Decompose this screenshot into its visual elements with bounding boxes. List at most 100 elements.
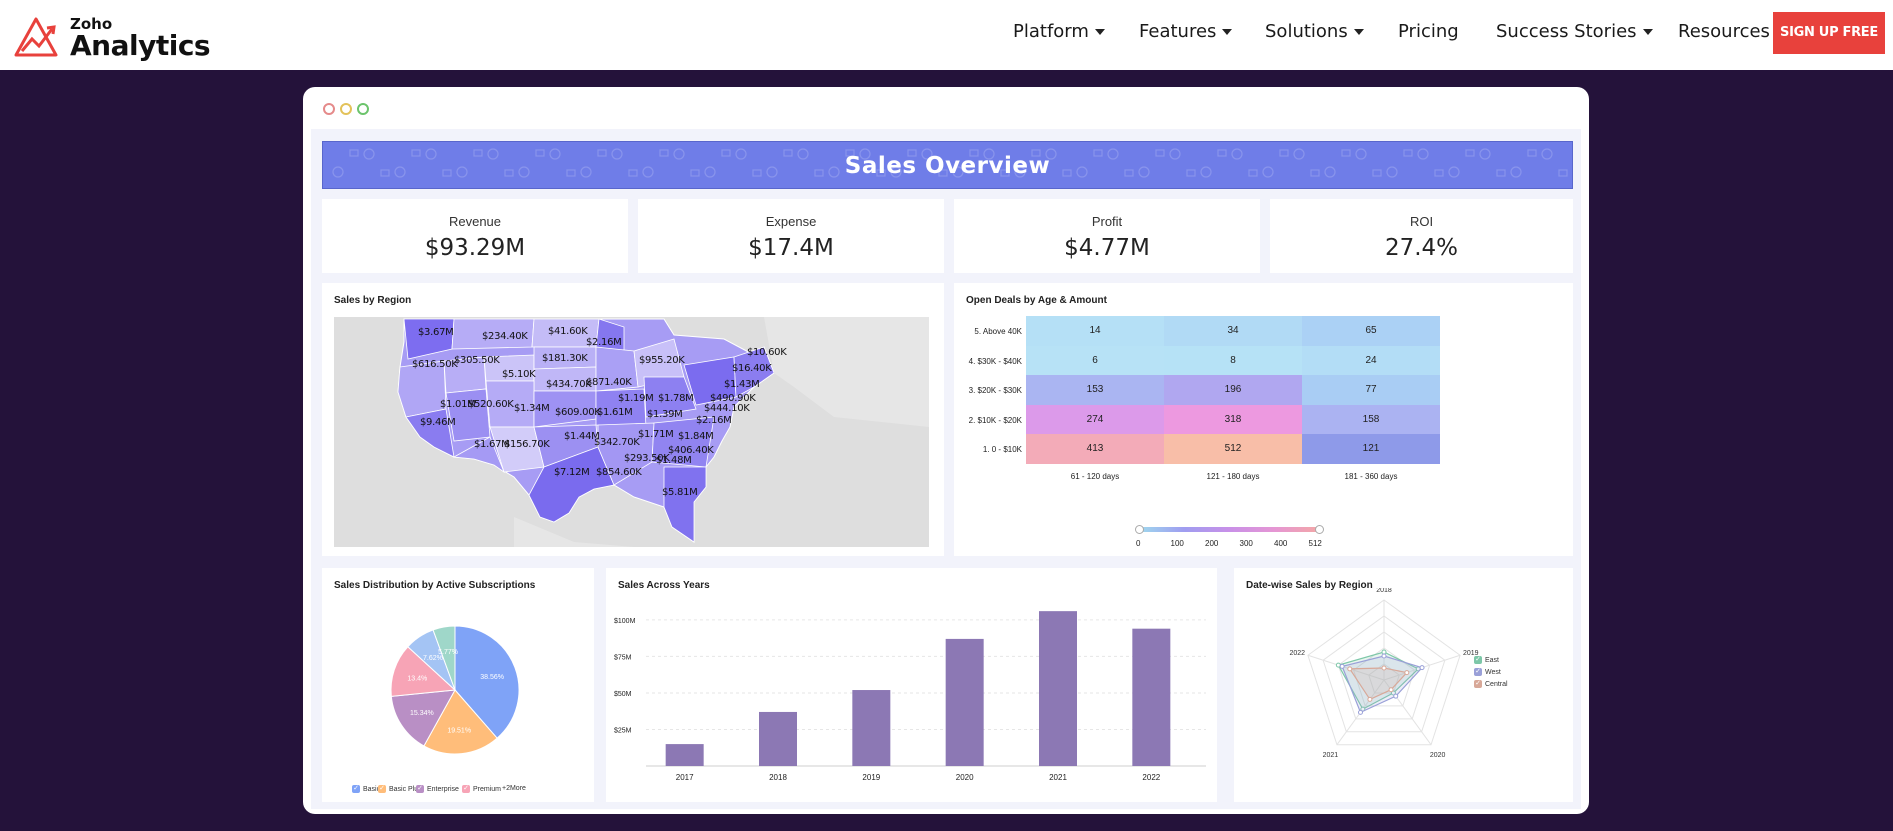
us-map[interactable]: $3.67M $234.40K $41.60K $2.16M $616.50K $305.… bbox=[334, 317, 929, 547]
heatmap-cell[interactable]: 24 bbox=[1302, 345, 1440, 376]
nav-success-stories[interactable]: Success Stories bbox=[1496, 21, 1653, 42]
card-title: Sales by Region bbox=[334, 295, 412, 306]
heatmap-cell[interactable]: 6 bbox=[1026, 345, 1164, 376]
pie-slice[interactable] bbox=[454, 625, 520, 739]
radar-axis-label: 2018 bbox=[1376, 588, 1392, 594]
bar-2019[interactable] bbox=[852, 690, 891, 766]
sales-across-years-card[interactable]: Sales Across Years $25M $50M $75M $100M 2017… bbox=[606, 568, 1217, 802]
heatmap-cell[interactable]: 274 bbox=[1026, 404, 1164, 435]
date-wise-sales-card[interactable]: Date-wise Sales by Region 2018 2019 2020 20… bbox=[1234, 568, 1573, 802]
pie-legend-label: Premium bbox=[473, 785, 502, 793]
pie-legend-item[interactable]: ✓ Basic bbox=[352, 785, 380, 793]
pie-legend-more[interactable]: +2More bbox=[502, 785, 526, 792]
heatmap-cell[interactable]: 512 bbox=[1164, 434, 1302, 464]
dashboard-title: Sales Overview bbox=[844, 153, 1051, 179]
map-value-label: $490.90K bbox=[710, 393, 756, 404]
nav-resources[interactable]: Resources bbox=[1678, 21, 1770, 42]
nav-features[interactable]: Features bbox=[1139, 21, 1233, 42]
pie-slice[interactable] bbox=[423, 689, 498, 755]
radar-point[interactable] bbox=[1381, 653, 1387, 659]
pie-slice-label: 38.56% bbox=[480, 674, 504, 681]
radar-series-west[interactable] bbox=[1341, 655, 1424, 714]
radar-point[interactable] bbox=[1381, 665, 1387, 671]
map-value-label: $41.60K bbox=[548, 326, 588, 337]
heatmap-cell[interactable]: 77 bbox=[1302, 375, 1440, 405]
sales-by-region-card[interactable]: Sales by Region bbox=[322, 283, 944, 556]
radar-point[interactable] bbox=[1347, 666, 1353, 672]
pie-slice-label: 19.51% bbox=[447, 727, 471, 734]
radar-point[interactable] bbox=[1367, 696, 1373, 702]
heatmap-col-label: 121 - 180 days bbox=[1206, 472, 1260, 481]
radar-point[interactable] bbox=[1419, 665, 1425, 671]
kpi-card-roi[interactable]: ROI 27.4% bbox=[1270, 199, 1573, 273]
close-dot-icon[interactable] bbox=[323, 103, 335, 115]
nav-resources-label: Resources bbox=[1678, 21, 1770, 42]
pie-slice[interactable] bbox=[390, 646, 457, 697]
map-value-label: $1.71M bbox=[638, 429, 674, 440]
radar-point[interactable] bbox=[1390, 690, 1396, 696]
pie-legend-item[interactable]: ✓ Basic Plus bbox=[378, 785, 422, 793]
check-icon: ✓ bbox=[1474, 656, 1482, 664]
pie-slice[interactable] bbox=[432, 625, 456, 691]
kpi-card-revenue[interactable]: Revenue $93.29M bbox=[322, 199, 628, 273]
kpi-label: ROI bbox=[1409, 214, 1434, 229]
bar-2018[interactable] bbox=[759, 711, 797, 766]
zoho-analytics-logo[interactable]: Zoho Analytics bbox=[12, 13, 211, 62]
heatmap-cell[interactable]: 34 bbox=[1164, 316, 1302, 346]
card-title: Sales Distribution by Active Subscriptio… bbox=[334, 580, 536, 591]
radar-legend-item[interactable]: ✓ Central bbox=[1474, 680, 1508, 688]
scale-handle-right-icon[interactable] bbox=[1315, 525, 1324, 534]
radar-axis-label: 2022 bbox=[1289, 650, 1305, 657]
bar-2020[interactable] bbox=[945, 638, 984, 766]
radar-point[interactable] bbox=[1339, 663, 1345, 669]
radar-legend-item[interactable]: ✓ West bbox=[1474, 668, 1501, 676]
heatmap-cell[interactable]: 121 bbox=[1302, 434, 1440, 464]
bar-2017[interactable] bbox=[665, 744, 704, 766]
pie-slice[interactable] bbox=[390, 689, 456, 747]
kpi-label: Profit bbox=[1091, 214, 1123, 229]
map-value-label: $434.70K bbox=[546, 379, 592, 390]
subscription-pie-card[interactable]: Sales Distribution by Active Subscriptio… bbox=[322, 568, 594, 802]
nav-solutions[interactable]: Solutions bbox=[1265, 21, 1364, 42]
map-value-label: $305.50K bbox=[454, 355, 500, 366]
bar-y-tick: $25M bbox=[614, 727, 632, 734]
pie-slice-label: 5.77% bbox=[438, 649, 458, 656]
pie-legend-item[interactable]: ✓ Enterprise bbox=[416, 785, 459, 793]
sign-up-button[interactable]: SIGN UP FREE bbox=[1773, 12, 1885, 54]
radar-axis-label: 2019 bbox=[1463, 650, 1479, 657]
radar-point[interactable] bbox=[1357, 709, 1363, 715]
open-deals-card[interactable]: Open Deals by Age & Amount 5. Above 40K 1… bbox=[954, 283, 1573, 556]
maximize-dot-icon[interactable] bbox=[357, 103, 369, 115]
bar-2021[interactable] bbox=[1039, 611, 1077, 766]
radar-series-central[interactable] bbox=[1348, 667, 1408, 701]
scale-handle-left-icon[interactable] bbox=[1135, 525, 1144, 534]
nav-pricing[interactable]: Pricing bbox=[1398, 21, 1459, 42]
kpi-card-profit[interactable]: Profit $4.77M bbox=[954, 199, 1260, 273]
heatmap-cell[interactable]: 196 bbox=[1164, 375, 1302, 405]
logo-zoho-text: Zoho bbox=[70, 15, 113, 33]
bar-2022[interactable] bbox=[1132, 628, 1171, 766]
heatmap-cell[interactable]: 8 bbox=[1164, 345, 1302, 376]
heatmap-cell[interactable]: 14 bbox=[1026, 316, 1164, 346]
radar-legend-item[interactable]: ✓ East bbox=[1474, 656, 1499, 664]
minimize-dot-icon[interactable] bbox=[340, 103, 352, 115]
heatmap-cell[interactable]: 153 bbox=[1026, 375, 1164, 405]
map-value-label: $1.78M bbox=[658, 393, 694, 404]
heatmap-cell[interactable]: 413 bbox=[1026, 434, 1164, 464]
bar-x-tick: 2020 bbox=[956, 773, 974, 782]
map-value-label: $156.70K bbox=[504, 439, 550, 450]
radar-point[interactable] bbox=[1381, 649, 1387, 655]
nav-platform[interactable]: Platform bbox=[1013, 21, 1105, 42]
map-value-label: $1.19M bbox=[618, 393, 654, 404]
radar-point[interactable] bbox=[1388, 687, 1394, 693]
heatmap-cell[interactable]: 65 bbox=[1302, 316, 1440, 346]
pie-legend-item[interactable]: ✓ Premium bbox=[462, 785, 501, 793]
radar-point[interactable] bbox=[1404, 670, 1410, 676]
map-value-label: $2.16M bbox=[586, 337, 622, 348]
kpi-card-expense[interactable]: Expense $17.4M bbox=[638, 199, 944, 273]
heatmap-cell[interactable]: 318 bbox=[1164, 404, 1302, 435]
heatmap-scale-bar[interactable] bbox=[1139, 527, 1319, 532]
heatmap-cell[interactable]: 158 bbox=[1302, 404, 1440, 435]
radar-point[interactable] bbox=[1393, 693, 1399, 699]
radar-series-east[interactable] bbox=[1337, 651, 1420, 710]
